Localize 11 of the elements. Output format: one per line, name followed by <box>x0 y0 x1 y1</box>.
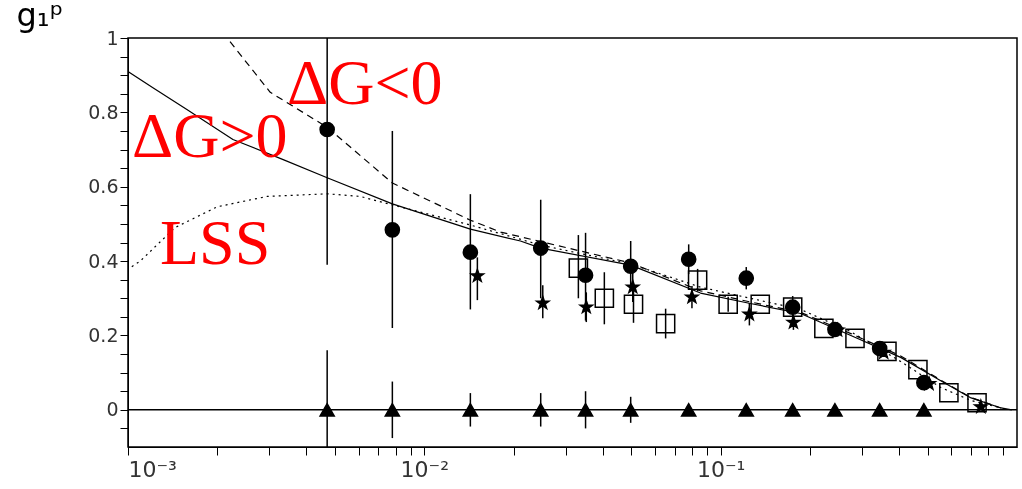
y-tick-label: 0.6 <box>88 175 119 198</box>
y-tick-label: 0.8 <box>88 100 119 123</box>
x-tick-label: 10⁻² <box>400 456 450 482</box>
y-tick-label: 1 <box>106 26 119 49</box>
x-tick-label: 10⁻¹ <box>696 456 746 482</box>
y-axis-title: g₁ᵖ <box>16 0 64 34</box>
x-tick-label: 10⁻³ <box>128 456 177 482</box>
y-tick-label: 0.2 <box>88 323 119 346</box>
y-tick-label: 0.4 <box>88 249 119 272</box>
y-tick-label: 0 <box>106 398 119 421</box>
annotation: LSS <box>160 207 271 278</box>
